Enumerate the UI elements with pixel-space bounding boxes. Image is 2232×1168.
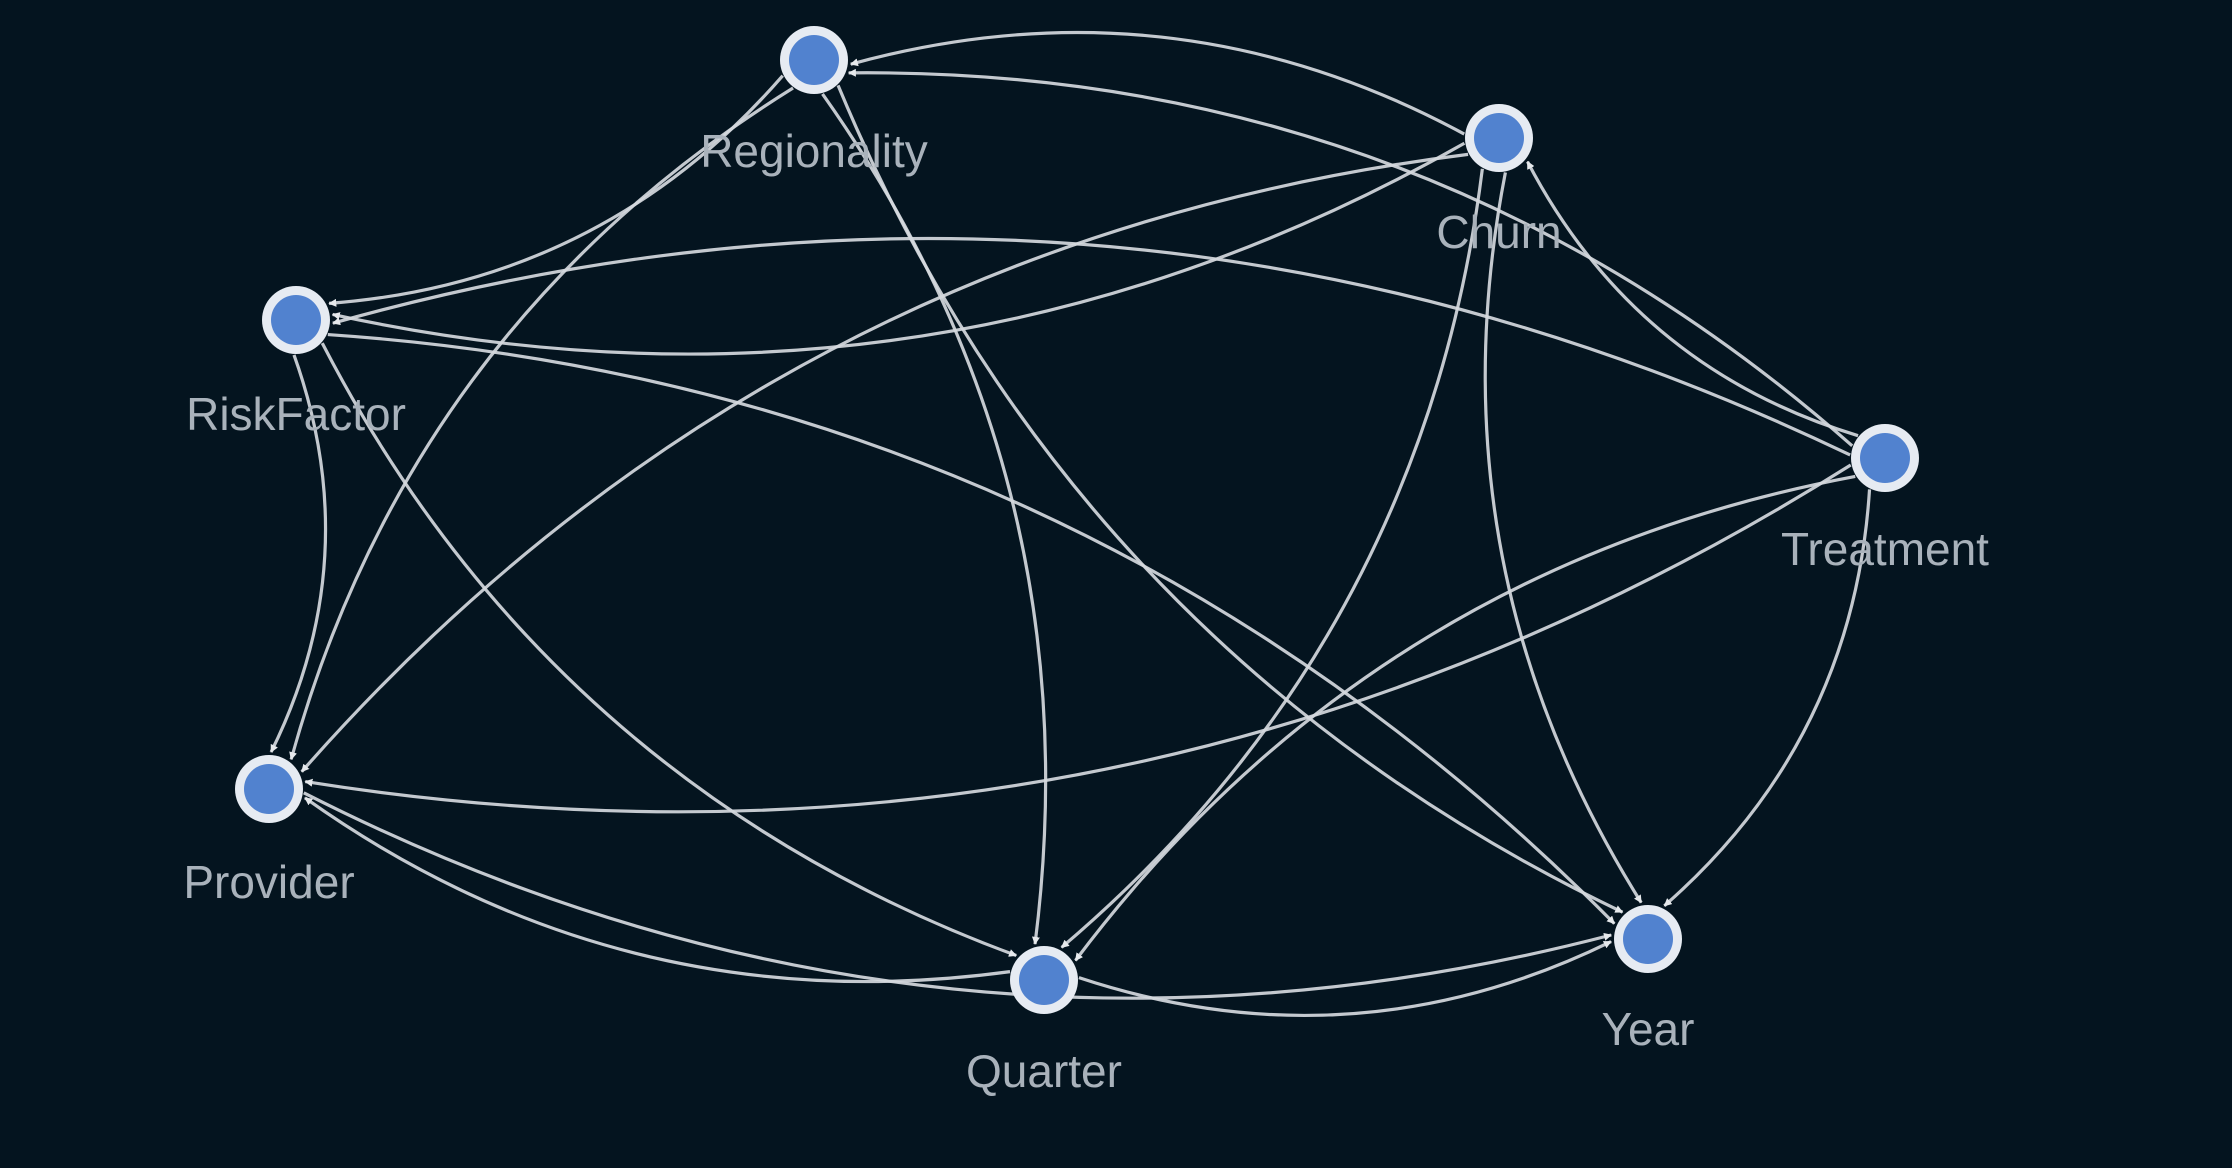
edge-treatment-to-regionality — [847, 68, 1854, 448]
node-label-riskfactor: RiskFactor — [186, 388, 406, 440]
edge-riskfactor-to-year — [327, 332, 1616, 925]
node-year[interactable]: Year — [1602, 905, 1695, 1055]
edge-regionality-to-year — [836, 84, 1624, 914]
node-label-quarter: Quarter — [966, 1045, 1122, 1097]
node-regionality-marker — [789, 35, 839, 85]
node-label-treatment: Treatment — [1781, 523, 1989, 575]
edge-treatment-to-quarter — [1074, 474, 1856, 962]
edge-churn-to-regionality — [849, 30, 1465, 136]
node-riskfactor[interactable]: RiskFactor — [186, 286, 406, 440]
edge-regionality-to-riskfactor — [328, 74, 784, 307]
node-quarter-marker — [1019, 955, 1069, 1005]
node-label-churn: Churn — [1436, 206, 1561, 258]
edge-riskfactor-to-provider — [269, 354, 328, 753]
edge-regionality-to-provider — [289, 86, 794, 761]
edge-churn-to-provider — [300, 152, 1469, 773]
node-label-regionality: Regionality — [700, 125, 928, 177]
node-year-marker — [1623, 914, 1673, 964]
edge-quarter-to-year — [1078, 940, 1612, 1018]
node-quarter[interactable]: Quarter — [966, 946, 1122, 1097]
node-label-provider: Provider — [183, 856, 354, 908]
edge-treatment-to-riskfactor — [332, 236, 1851, 457]
edges-layer — [269, 30, 1872, 1018]
edge-treatment-to-churn — [1526, 160, 1859, 438]
node-label-year: Year — [1602, 1003, 1695, 1055]
edge-provider-to-year — [303, 791, 1612, 1000]
node-provider[interactable]: Provider — [183, 755, 355, 908]
edge-quarter-to-provider — [303, 796, 1011, 984]
edge-riskfactor-to-quarter — [320, 342, 1018, 958]
node-riskfactor-marker — [271, 295, 321, 345]
edge-churn-to-quarter — [1060, 168, 1484, 949]
edge-treatment-to-year — [1663, 489, 1872, 908]
edge-regionality-to-quarter — [821, 93, 1048, 945]
edge-churn-to-riskfactor — [331, 141, 1466, 356]
node-churn[interactable]: Churn — [1436, 104, 1562, 258]
node-churn-marker — [1474, 113, 1524, 163]
node-provider-marker — [244, 764, 294, 814]
edge-churn-to-year — [1483, 172, 1643, 904]
node-treatment-marker — [1860, 433, 1910, 483]
nodes-layer: Regionality Churn RiskFactor Treatment P… — [183, 26, 1989, 1097]
edge-treatment-to-provider — [304, 463, 1852, 814]
node-treatment[interactable]: Treatment — [1781, 424, 1989, 575]
node-regionality[interactable]: Regionality — [700, 26, 928, 177]
